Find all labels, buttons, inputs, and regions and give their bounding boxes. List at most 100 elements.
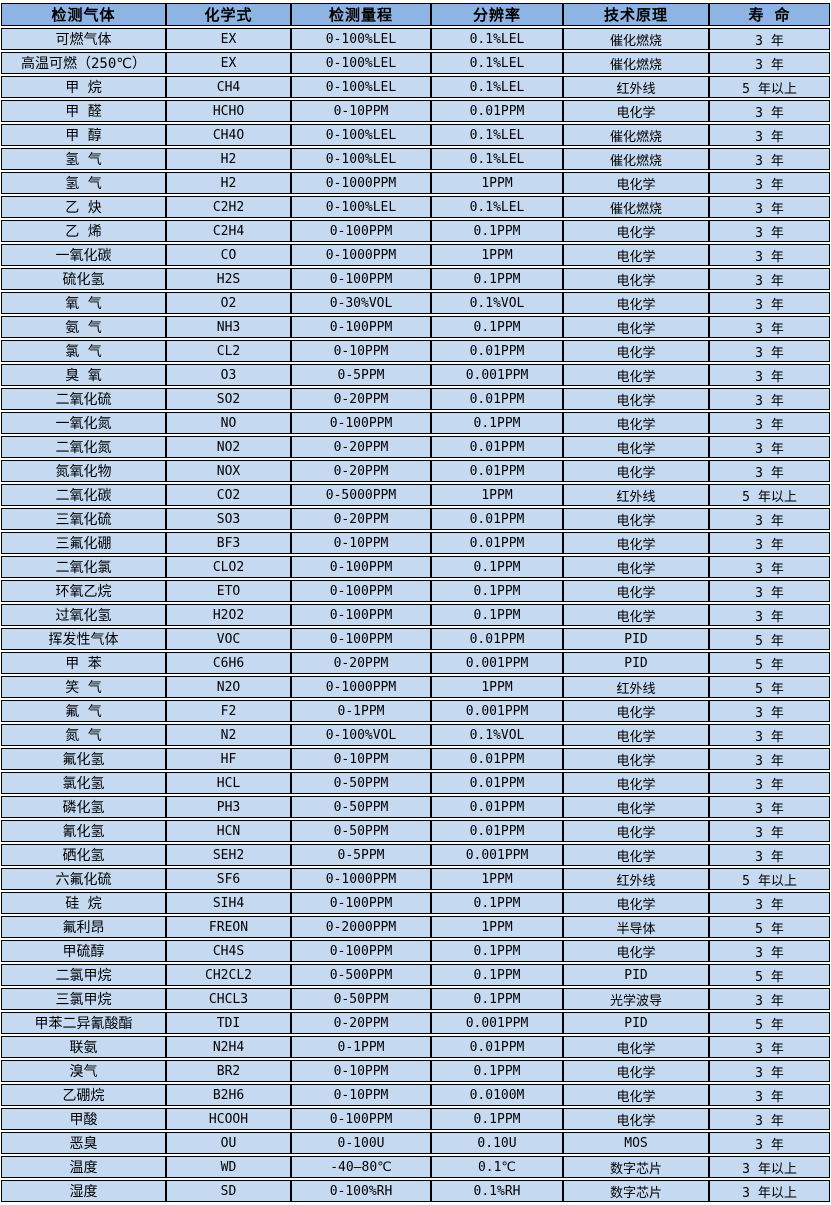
table-cell: 可燃气体 bbox=[1, 28, 166, 50]
table-cell: CH4 bbox=[166, 76, 291, 98]
table-cell: HCL bbox=[166, 772, 291, 794]
table-cell: BF3 bbox=[166, 532, 291, 554]
table-cell: 硫化氢 bbox=[1, 268, 166, 290]
table-cell: ETO bbox=[166, 580, 291, 602]
table-row: 二氯甲烷 CH2CL2 0-500PPM 0.1PPM PID 5 年 bbox=[1, 964, 830, 986]
table-cell: 电化学 bbox=[563, 796, 709, 818]
table-row: 二氧化硫 SO2 0-20PPM 0.01PPM 电化学 3 年 bbox=[1, 388, 830, 410]
table-cell: 三氟化硼 bbox=[1, 532, 166, 554]
table-cell: NH3 bbox=[166, 316, 291, 338]
table-cell: 0-10PPM bbox=[291, 100, 431, 122]
table-row: 硅 烷 SIH4 0-100PPM 0.1PPM 电化学 3 年 bbox=[1, 892, 830, 914]
table-cell: 0.1%LEL bbox=[431, 76, 563, 98]
table-cell: 0.001PPM bbox=[431, 364, 563, 386]
table-cell: 氧 气 bbox=[1, 292, 166, 314]
table-cell: C2H4 bbox=[166, 220, 291, 242]
table-row: 可燃气体 EX 0-100%LEL 0.1%LEL 催化燃烧 3 年 bbox=[1, 28, 830, 50]
table-cell: 氮 气 bbox=[1, 724, 166, 746]
table-cell: 磷化氢 bbox=[1, 796, 166, 818]
table-cell: CO2 bbox=[166, 484, 291, 506]
table-cell: 3 年 bbox=[709, 580, 830, 602]
table-cell: 0.1%LEL bbox=[431, 196, 563, 218]
table-cell: 电化学 bbox=[563, 1060, 709, 1082]
table-cell: 0-20PPM bbox=[291, 460, 431, 482]
table-row: 甲苯二异氰酸酯 TDI 0-20PPM 0.001PPM PID 5 年 bbox=[1, 1012, 830, 1034]
table-cell: 甲 醇 bbox=[1, 124, 166, 146]
table-cell: 0.1PPM bbox=[431, 604, 563, 626]
table-cell: 0-100%VOL bbox=[291, 724, 431, 746]
table-cell: VOC bbox=[166, 628, 291, 650]
table-cell: CL2 bbox=[166, 340, 291, 362]
table-cell: 3 年 bbox=[709, 820, 830, 842]
table-cell: 电化学 bbox=[563, 748, 709, 770]
table-cell: 过氧化氢 bbox=[1, 604, 166, 626]
table-cell: 0-100PPM bbox=[291, 316, 431, 338]
table-cell: 0-50PPM bbox=[291, 988, 431, 1010]
table-cell: 臭 氧 bbox=[1, 364, 166, 386]
table-cell: 氟利昂 bbox=[1, 916, 166, 938]
table-cell: 3 年 bbox=[709, 1060, 830, 1082]
table-cell: 3 年 bbox=[709, 700, 830, 722]
table-row: 氯化氢 HCL 0-50PPM 0.01PPM 电化学 3 年 bbox=[1, 772, 830, 794]
table-cell: 3 年 bbox=[709, 460, 830, 482]
table-cell: 3 年 bbox=[709, 316, 830, 338]
table-row: 联氨 N2H4 0-1PPM 0.01PPM 电化学 3 年 bbox=[1, 1036, 830, 1058]
table-cell: 0.01PPM bbox=[431, 388, 563, 410]
table-row: 硫化氢 H2S 0-100PPM 0.1PPM 电化学 3 年 bbox=[1, 268, 830, 290]
table-cell: 0.1%LEL bbox=[431, 148, 563, 170]
table-cell: 0-20PPM bbox=[291, 652, 431, 674]
column-header-5: 技术原理 bbox=[563, 3, 709, 26]
table-row: 三氟化硼 BF3 0-10PPM 0.01PPM 电化学 3 年 bbox=[1, 532, 830, 554]
table-cell: C6H6 bbox=[166, 652, 291, 674]
table-cell: 3 年 bbox=[709, 292, 830, 314]
table-cell: 电化学 bbox=[563, 940, 709, 962]
table-row: 六氟化硫 SF6 0-1000PPM 1PPM 红外线 5 年以上 bbox=[1, 868, 830, 890]
table-row: 臭 氧 O3 0-5PPM 0.001PPM 电化学 3 年 bbox=[1, 364, 830, 386]
table-cell: 电化学 bbox=[563, 100, 709, 122]
table-cell: 0-100PPM bbox=[291, 220, 431, 242]
table-cell: 六氟化硫 bbox=[1, 868, 166, 890]
table-row: 三氯甲烷 CHCL3 0-50PPM 0.1PPM 光学波导 3 年 bbox=[1, 988, 830, 1010]
table-cell: 0.0100M bbox=[431, 1084, 563, 1106]
table-cell: 0.01PPM bbox=[431, 796, 563, 818]
table-cell: 3 年 bbox=[709, 196, 830, 218]
table-row: 氢 气 H2 0-100%LEL 0.1%LEL 催化燃烧 3 年 bbox=[1, 148, 830, 170]
table-cell: 3 年 bbox=[709, 340, 830, 362]
table-cell: 催化燃烧 bbox=[563, 52, 709, 74]
table-cell: 电化学 bbox=[563, 292, 709, 314]
table-cell: 恶臭 bbox=[1, 1132, 166, 1154]
table-row: 过氧化氢 H2O2 0-100PPM 0.1PPM 电化学 3 年 bbox=[1, 604, 830, 626]
table-cell: 3 年 bbox=[709, 604, 830, 626]
table-cell: CH2CL2 bbox=[166, 964, 291, 986]
table-cell: PID bbox=[563, 628, 709, 650]
table-cell: 0.01PPM bbox=[431, 340, 563, 362]
table-cell: 0-100PPM bbox=[291, 412, 431, 434]
table-cell: HCN bbox=[166, 820, 291, 842]
table-row: 乙 烯 C2H4 0-100PPM 0.1PPM 电化学 3 年 bbox=[1, 220, 830, 242]
table-cell: 0.01PPM bbox=[431, 460, 563, 482]
table-cell: 1PPM bbox=[431, 868, 563, 890]
table-cell: 氟化氢 bbox=[1, 748, 166, 770]
table-cell: 0-20PPM bbox=[291, 508, 431, 530]
table-cell: 甲 烷 bbox=[1, 76, 166, 98]
table-cell: 0-100%LEL bbox=[291, 124, 431, 146]
table-cell: 甲酸 bbox=[1, 1108, 166, 1130]
table-cell: 0.1PPM bbox=[431, 412, 563, 434]
table-row: 一氧化氮 NO 0-100PPM 0.1PPM 电化学 3 年 bbox=[1, 412, 830, 434]
table-row: 二氧化氯 CLO2 0-100PPM 0.1PPM 电化学 3 年 bbox=[1, 556, 830, 578]
table-cell: 3 年 bbox=[709, 364, 830, 386]
table-cell: 1PPM bbox=[431, 676, 563, 698]
table-row: 乙 炔 C2H2 0-100%LEL 0.1%LEL 催化燃烧 3 年 bbox=[1, 196, 830, 218]
table-cell: 电化学 bbox=[563, 604, 709, 626]
table-cell: NO2 bbox=[166, 436, 291, 458]
table-cell: WD bbox=[166, 1156, 291, 1178]
table-cell: O3 bbox=[166, 364, 291, 386]
table-cell: 0-10PPM bbox=[291, 748, 431, 770]
table-cell: 3 年 bbox=[709, 772, 830, 794]
table-cell: 电化学 bbox=[563, 460, 709, 482]
table-row: 甲 苯 C6H6 0-20PPM 0.001PPM PID 5 年 bbox=[1, 652, 830, 674]
table-cell: 0.01PPM bbox=[431, 1036, 563, 1058]
table-cell: CO bbox=[166, 244, 291, 266]
table-cell: 0.1PPM bbox=[431, 964, 563, 986]
table-cell: 0.1PPM bbox=[431, 940, 563, 962]
